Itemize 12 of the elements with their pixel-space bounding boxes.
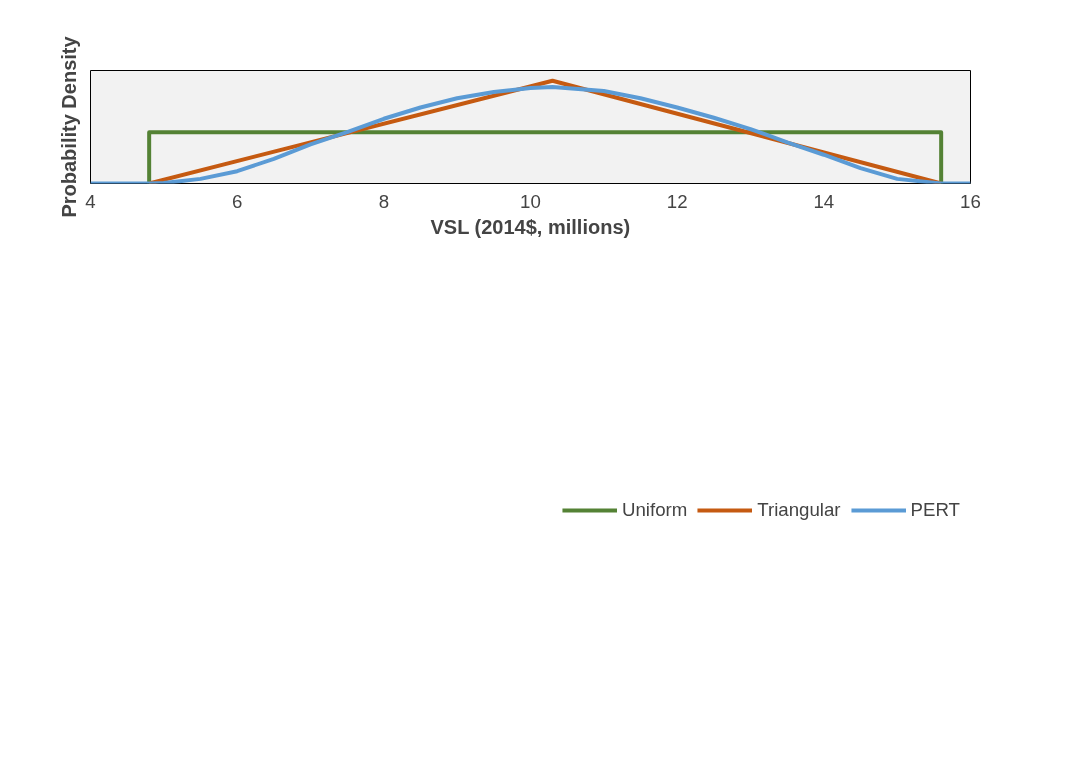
x-axis-title: VSL (2014$, millions) <box>430 215 631 238</box>
x-tick-label: 10 <box>520 190 541 212</box>
legend-label: Uniform <box>621 499 688 521</box>
legend-label: PERT <box>910 499 960 521</box>
x-tick-label: 4 <box>85 190 96 212</box>
x-tick-label: 8 <box>378 190 390 212</box>
x-tick-label: 16 <box>960 190 981 212</box>
x-tick-label: 14 <box>813 190 835 212</box>
x-tick-label: 6 <box>231 190 243 212</box>
y-axis-title: Probability Density <box>57 35 80 218</box>
x-tick-label: 12 <box>666 190 688 212</box>
legend-label: Triangular <box>757 499 841 521</box>
